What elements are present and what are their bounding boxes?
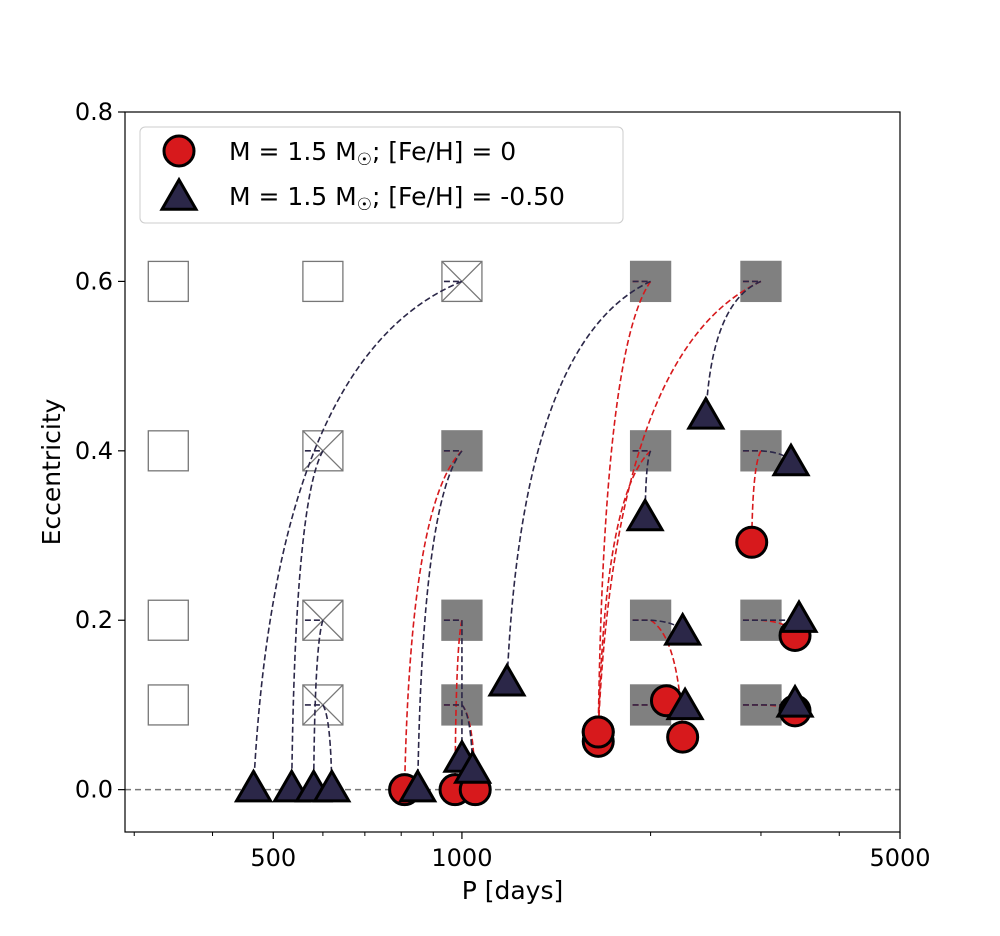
evolution-track (597, 280, 653, 733)
legend-box (139, 126, 624, 224)
evolution-track (597, 280, 762, 733)
evolution-track (597, 450, 653, 742)
legend-label-metal-poor: M = 1.5 M☉; [Fe/H] = -0.50 (229, 182, 565, 215)
legend: M = 1.5 M☉; [Fe/H] = 0 M = 1.5 M☉; [Fe/H… (139, 126, 624, 224)
data-point-triangle (398, 768, 438, 803)
evolution-track (443, 619, 463, 760)
x-tick-label: 500 (250, 844, 296, 872)
data-point-triangle (453, 749, 493, 784)
x-axis-label: P [days] (462, 876, 564, 905)
evolution-track (416, 450, 464, 790)
data-point-triangle (233, 768, 274, 803)
data-point-triangle (779, 598, 819, 633)
x-tick-label: 1000 (431, 844, 492, 872)
final-points (233, 395, 819, 807)
data-point-triangle (686, 395, 726, 430)
data-point-circle (581, 715, 615, 749)
data-point-triangle (775, 683, 815, 718)
data-point-triangle (663, 611, 703, 646)
y-tick-label: 0.8 (75, 98, 113, 126)
evolution-track (252, 280, 463, 790)
evolution-tracks (252, 280, 800, 790)
data-point-circle (735, 525, 769, 559)
data-point-triangle (625, 497, 665, 532)
legend-entry-solar: M = 1.5 M☉; [Fe/H] = 0 (162, 134, 516, 170)
data-point-circle (666, 720, 700, 754)
evolution-track (290, 450, 325, 790)
initial-grid-square-open (147, 260, 189, 303)
initial-grid-square-open (147, 684, 189, 726)
y-tick-label: 0.0 (75, 776, 113, 804)
plot-frame (124, 111, 901, 833)
evolution-track (304, 704, 333, 790)
evolution-track (742, 450, 763, 543)
data-point-triangle (771, 442, 811, 477)
legend-entry-metal-poor: M = 1.5 M☉; [Fe/H] = -0.50 (159, 176, 565, 215)
data-point-triangle (665, 686, 705, 721)
axes: 0.0 0.2 0.4 0.6 0.8 500 1000 5000 (75, 98, 931, 872)
initial-grid-square-open (147, 599, 189, 641)
y-tick-label: 0.2 (75, 606, 113, 634)
initial-grid-square-open (302, 260, 344, 303)
initial-grid-square-open (147, 430, 189, 472)
y-tick-label: 0.4 (75, 437, 113, 465)
legend-circle-marker (162, 134, 196, 168)
data-point-triangle (312, 768, 352, 803)
data-point-triangle (487, 662, 527, 697)
evolution-track (403, 450, 464, 790)
x-tick-label: 5000 (869, 844, 930, 872)
evolution-track (506, 280, 651, 684)
evolution-track (705, 280, 762, 417)
y-tick-label: 0.6 (75, 267, 113, 295)
y-axis-label: Eccentricity (37, 398, 66, 545)
evolution-track (632, 619, 684, 634)
initial-grid-markers (147, 260, 782, 726)
legend-triangle-marker (159, 176, 199, 211)
evolution-track (304, 619, 324, 790)
legend-label-solar: M = 1.5 M☉; [Fe/H] = 0 (229, 137, 516, 170)
